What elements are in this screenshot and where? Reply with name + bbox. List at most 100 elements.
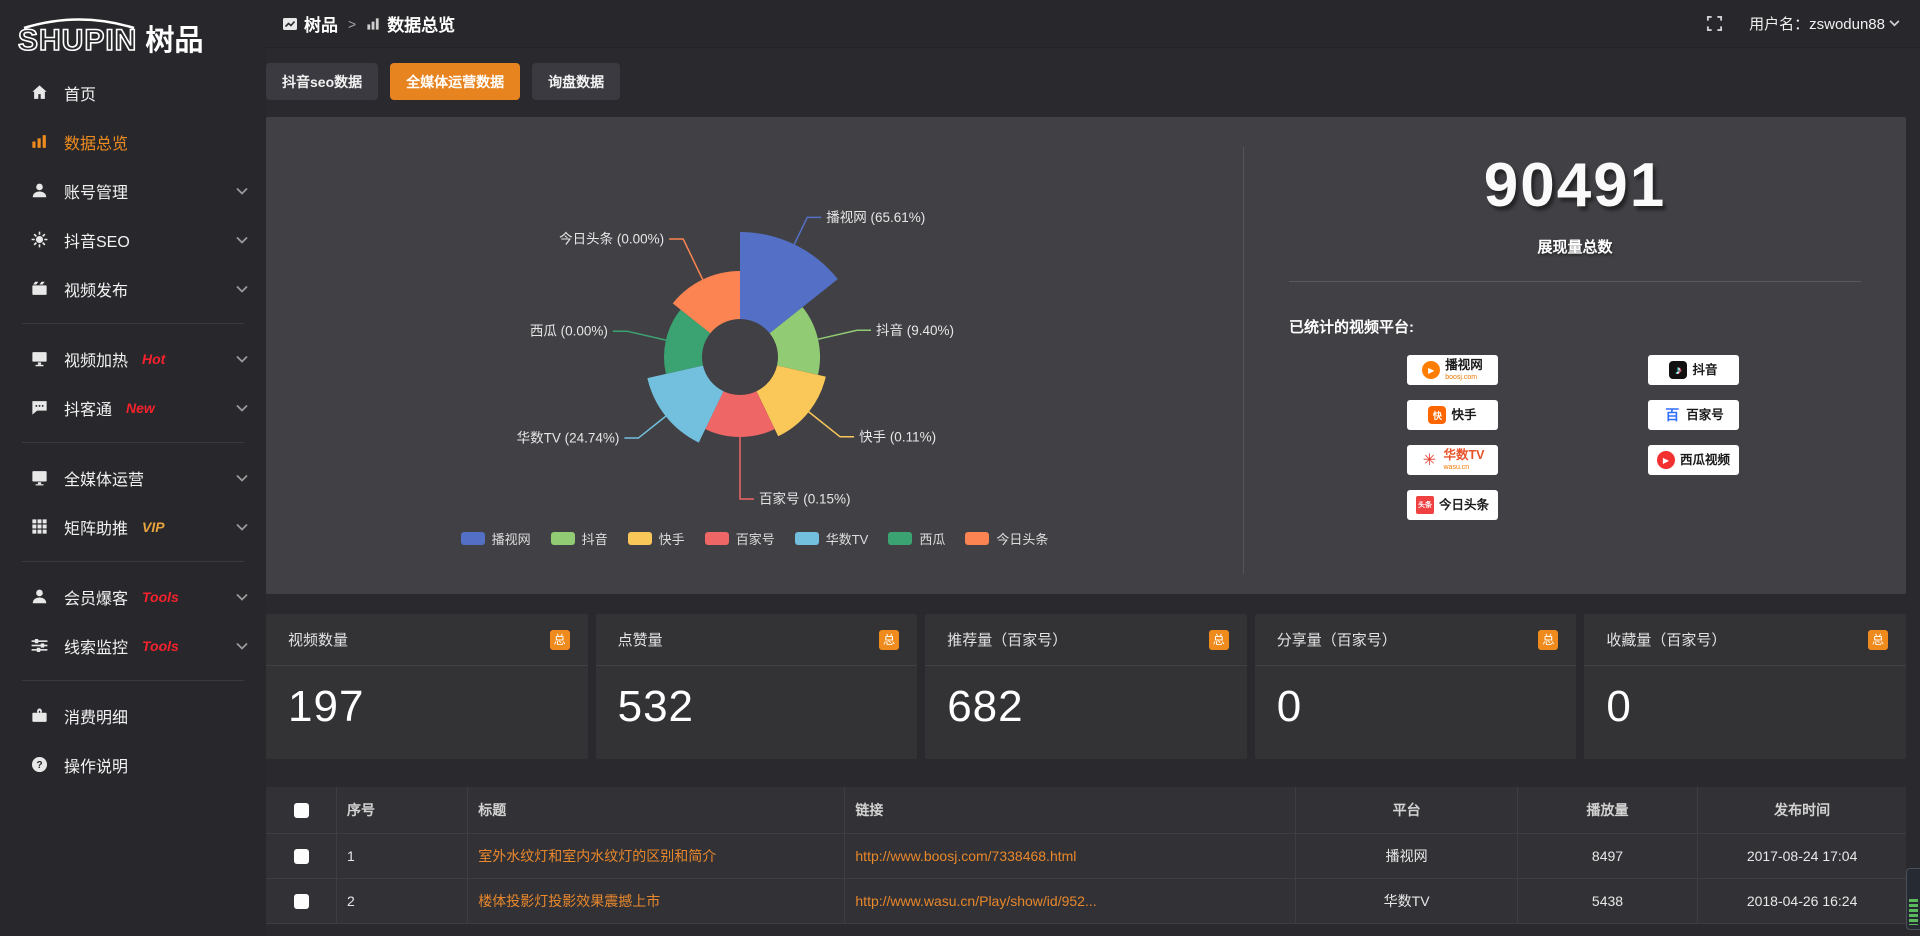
row-checkbox[interactable] (293, 893, 309, 909)
kuaishou-logo-icon: 快 (1428, 406, 1447, 425)
cell-title[interactable]: 楼体投影灯投影效果震撼上市 (467, 878, 846, 924)
sidebar-divider (22, 442, 244, 443)
platform-badge-text: 今日头条 (1439, 499, 1489, 512)
user-menu[interactable]: 用户名：zswodun88 (1749, 13, 1900, 34)
fullscreen-icon[interactable] (1706, 15, 1723, 32)
sidebar-divider (22, 323, 244, 324)
sidebar-item-5[interactable]: 视频发布 (0, 264, 266, 313)
row-checkbox[interactable] (293, 848, 309, 864)
cell-link[interactable]: http://www.boosj.com/7338468.html (844, 833, 1297, 879)
select-all-checkbox[interactable] (293, 803, 309, 819)
sidebar-item-6[interactable]: 视频加热 Hot (0, 334, 266, 383)
sidebar-item-10[interactable]: 会员爆客 Tools (0, 572, 266, 621)
cell-index: 1 (336, 833, 469, 879)
stat-card-3: 推荐量（百家号） 总 682 (925, 614, 1247, 759)
cell-views: 8497 (1517, 833, 1699, 879)
legend-item-抖音[interactable]: 抖音 (550, 529, 608, 548)
floating-widget-stripes (1909, 899, 1918, 925)
sidebar-item-2[interactable]: 数据总览 (0, 117, 266, 166)
pie-label-line (793, 216, 822, 245)
platform-badge-快手: 快快手 (1407, 400, 1498, 431)
svg-text:?: ? (36, 760, 42, 771)
platform-name: 播视网 (1445, 358, 1483, 373)
sidebar-item-11[interactable]: 线索监控 Tools (0, 621, 266, 670)
pie-label-line (739, 437, 754, 500)
legend-swatch (460, 532, 485, 545)
pie-slice-抖音[interactable] (769, 307, 821, 375)
sidebar-item-badge: Tools (142, 637, 179, 654)
wasu-logo-icon: ✳ (1422, 452, 1437, 470)
pie-slice-华数TV[interactable] (647, 365, 724, 443)
platform-badge-text: 播视网 boosj.com (1445, 359, 1483, 381)
stat-card-header: 收藏量（百家号） 总 (1584, 614, 1906, 666)
brand-logo: SHUPIN 树品 (0, 0, 266, 58)
sidebar-item-1[interactable]: 首页 (0, 68, 266, 117)
table-header-5: 播放量 (1517, 787, 1699, 834)
sidebar-item-8[interactable]: 全媒体运营 (0, 453, 266, 502)
platform-badge-text: 抖音 (1692, 364, 1717, 377)
user-icon (30, 181, 49, 200)
legend-item-快手[interactable]: 快手 (627, 529, 685, 548)
breadcrumb-current-label: 数据总览 (387, 16, 456, 35)
cell-index: 2 (336, 878, 469, 924)
sidebar-item-badge: VIP (142, 518, 165, 535)
bar-chart-icon (30, 132, 49, 151)
brand-logo-en: SHUPIN (17, 18, 137, 56)
breadcrumb-root[interactable]: 树品 (282, 11, 338, 36)
sidebar-item-label: 首页 (64, 86, 97, 104)
pie-label-line (808, 411, 855, 438)
xigua-logo-icon: ▶ (1656, 451, 1675, 470)
chevron-down-icon (236, 187, 248, 195)
legend-item-今日头条[interactable]: 今日头条 (965, 529, 1048, 548)
cell-link[interactable]: http://www.wasu.cn/Play/show/id/952... (844, 878, 1297, 924)
legend-label: 西瓜 (919, 532, 946, 547)
boosj-logo-icon: ▶ (1422, 361, 1441, 380)
pie-slice-快手[interactable] (756, 365, 826, 437)
sidebar-item-9[interactable]: 矩阵助推 VIP (0, 502, 266, 551)
legend-swatch (627, 532, 652, 545)
pie-label-今日头条: 今日头条 (0.00%) (559, 230, 664, 246)
sidebar-item-3[interactable]: 账号管理 (0, 166, 266, 215)
pie-label-华数TV: 华数TV (24.74%) (517, 431, 620, 446)
sidebar-divider (22, 561, 244, 562)
tab-2[interactable]: 全媒体运营数据 (390, 63, 521, 100)
legend-label: 抖音 (581, 532, 608, 547)
sidebar-item-4[interactable]: 抖音SEO (0, 215, 266, 264)
rose-pie-chart: 播视网 (65.61%) 抖音 (9.40%) 快手 (0.11%) 百家号 (0.1… (517, 210, 954, 507)
pie-slice-西瓜[interactable] (664, 309, 711, 374)
stat-card-1: 视频数量 总 197 (266, 614, 588, 759)
toutiao-logo-icon: 头条 (1415, 496, 1434, 515)
legend-item-播视网[interactable]: 播视网 (460, 529, 531, 548)
legend-item-华数TV[interactable]: 华数TV (794, 529, 868, 548)
pie-slice-百家号[interactable] (705, 391, 775, 437)
logo-arc (23, 18, 135, 29)
legend-swatch (550, 532, 575, 545)
platform-badge-text: 快手 (1451, 409, 1476, 422)
sidebar-item-7[interactable]: 抖客通 New (0, 383, 266, 432)
pie-slice-播视网[interactable] (740, 232, 838, 334)
table-header-2: 标题 (467, 787, 846, 834)
legend-item-西瓜[interactable]: 西瓜 (888, 529, 945, 548)
tab-1[interactable]: 抖音seo数据 (266, 63, 379, 100)
sidebar-item-13[interactable]: ? 操作说明 (0, 740, 266, 789)
breadcrumb-current[interactable]: 数据总览 (366, 11, 455, 36)
breadcrumb-root-label: 树品 (304, 16, 338, 35)
chevron-down-icon (236, 474, 248, 482)
legend-label: 百家号 (735, 532, 775, 547)
data-tabs: 抖音seo数据 全媒体运营数据 询盘数据 (266, 63, 1906, 100)
stat-card-value: 682 (947, 682, 1024, 731)
pie-slice-今日头条[interactable] (672, 271, 740, 334)
stat-card-label: 点赞量 (617, 632, 663, 649)
platform-badge-播视网: ▶ 播视网 boosj.com (1407, 355, 1498, 386)
sidebar-item-12[interactable]: 消费明细 (0, 691, 266, 740)
floating-widget[interactable] (1906, 868, 1920, 930)
stat-cards: 视频数量总 197 点赞量总 532 推荐量（百家号）总 682 分享量（百家号）总 0 收藏量… (266, 614, 1906, 759)
topbar: 树品 > 数据总览 用户名：zswodun88 (266, 0, 1920, 48)
tab-3[interactable]: 询盘数据 (532, 63, 621, 100)
cell-title[interactable]: 室外水纹灯和室内水纹灯的区别和简介 (467, 833, 846, 879)
bar-chart-icon (367, 18, 379, 30)
legend-item-百家号[interactable]: 百家号 (704, 529, 775, 548)
app-window-icon (283, 17, 297, 30)
pie-label-line (669, 238, 704, 280)
